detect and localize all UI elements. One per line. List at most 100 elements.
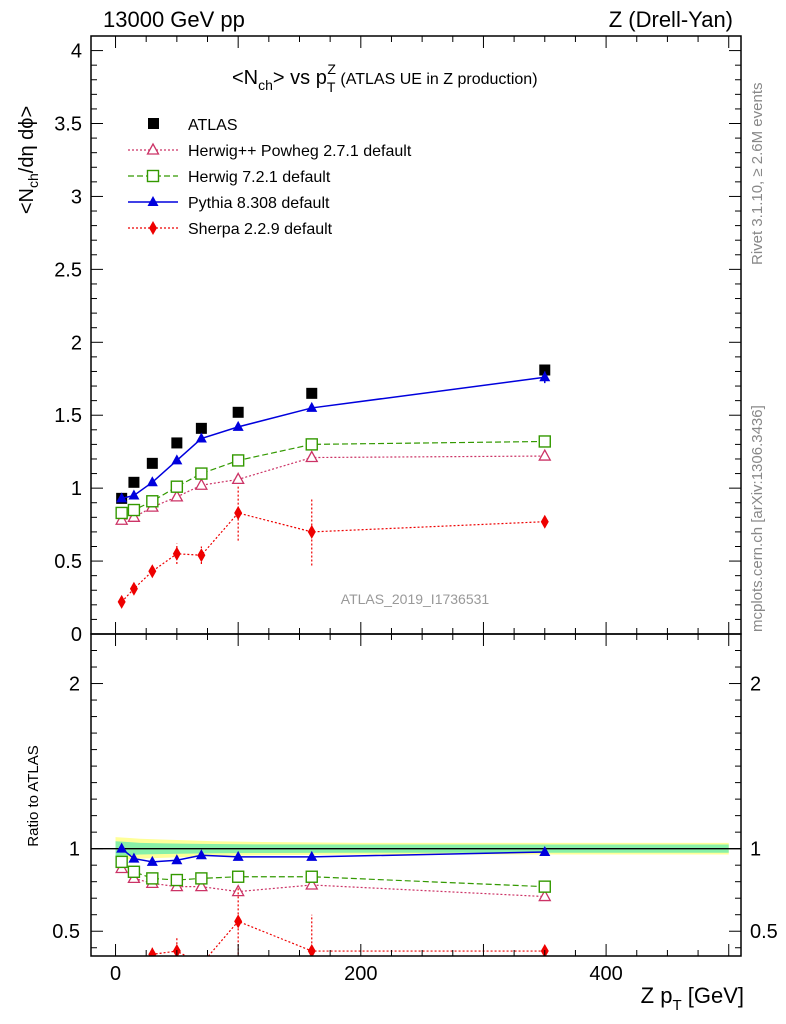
main-y-tick-label: 2.5 — [54, 259, 82, 281]
data-point — [128, 476, 140, 488]
data-point — [197, 548, 206, 563]
legend-label-sherpa: Sherpa 2.2.9 default — [188, 221, 333, 238]
data-point — [170, 480, 184, 493]
rivet-label: Rivet 3.1.10, ≥ 2.6M events — [749, 83, 766, 266]
legend-label-atlas: ATLAS — [188, 117, 238, 134]
main-y-tick-label: 2 — [71, 332, 82, 354]
data-point — [538, 448, 552, 461]
main-y-tick-label: 0 — [71, 624, 82, 646]
data-point — [171, 454, 183, 465]
data-point — [146, 495, 159, 508]
data-point — [117, 594, 126, 609]
data-point — [115, 512, 129, 525]
ylabel-a: <N — [16, 188, 38, 214]
data-point — [307, 524, 316, 539]
data-point — [128, 489, 140, 500]
ylabel-sub: ch — [25, 173, 41, 188]
ratio-point — [306, 850, 318, 861]
data-point — [195, 432, 207, 443]
legend: ATLAS Herwig++ Powheg 2.7.1 default Herw… — [128, 117, 412, 238]
data-point — [127, 503, 141, 517]
ratio-line-1 — [121, 861, 545, 888]
ratio-point — [538, 889, 552, 902]
ratio-point — [539, 845, 551, 856]
data-point — [195, 422, 207, 434]
ratio-series-group — [115, 842, 552, 971]
xlabel-a: Z p — [641, 983, 673, 1008]
ratio-y-tick-label: 2 — [69, 674, 80, 696]
x-tick-label: 0 — [110, 963, 121, 985]
data-point — [306, 387, 318, 399]
series-line-3 — [121, 376, 545, 500]
xlabel-b: [GeV] — [682, 983, 744, 1008]
data-point — [195, 467, 208, 480]
main-y-tick-label: 0.5 — [54, 551, 82, 573]
ratio-point — [232, 850, 244, 861]
ratio-point — [305, 870, 318, 883]
legend-label-pythia: Pythia 8.308 default — [188, 195, 330, 212]
ratio-y-ticks: 0.5 0.5 1 1 2 2 — [52, 650, 778, 949]
data-point — [306, 401, 318, 412]
x-axis-label: Z pT [GeV] — [641, 983, 744, 1014]
ratio-point — [307, 944, 316, 956]
ratio-point — [146, 872, 159, 885]
data-point — [305, 450, 319, 463]
legend-label-herwigpp: Herwig++ Powheg 2.7.1 default — [188, 143, 412, 160]
data-point — [232, 420, 244, 431]
ratio-point — [115, 855, 128, 869]
data-point — [231, 454, 245, 467]
ratio-point — [197, 957, 205, 971]
ylabel-b: /dη dϕ> — [16, 106, 38, 173]
series-line-4 — [121, 512, 545, 603]
x-tick-label: 200 — [344, 963, 377, 985]
data-point — [305, 438, 318, 451]
ratio-point — [148, 947, 157, 956]
data-point — [148, 564, 157, 579]
ratio-y-tick-label: 0.5 — [52, 921, 80, 943]
ratio-panel: 0.5 0.5 1 1 2 2 0 200 400 Ratio to ATLAS Z pT [… — [25, 633, 778, 1014]
ratio-point — [234, 914, 243, 929]
ratio-point — [171, 854, 183, 865]
title-sub1: ch — [258, 77, 273, 93]
data-point — [231, 472, 245, 485]
title-sup: Z — [327, 61, 336, 77]
x-axis-ticks: 0 200 400 — [110, 634, 730, 985]
data-point — [232, 406, 244, 418]
ratio-line-0 — [121, 868, 545, 898]
ratio-uncertainty-band — [91, 837, 741, 861]
ratio-point — [538, 880, 551, 893]
data-point — [116, 492, 128, 503]
legend-marker-herwig7 — [146, 169, 160, 183]
ratio-point — [194, 879, 208, 892]
header-right: Z (Drell-Yan) — [609, 7, 733, 32]
data-point — [539, 371, 551, 382]
ratio-data-marks — [115, 842, 552, 971]
ratio-line-3 — [147, 920, 545, 956]
data-point — [194, 477, 208, 490]
title-mid: > vs p — [273, 67, 327, 89]
ratio-y-axis-label: Ratio to ATLAS — [25, 745, 42, 846]
main-data-marks — [115, 364, 552, 609]
data-point — [170, 489, 184, 502]
data-point — [538, 435, 551, 448]
main-y-tick-label: 3.5 — [54, 114, 82, 136]
main-y-tick-label: 4 — [71, 41, 82, 63]
legend-marker-atlas — [148, 118, 159, 129]
ratio-y-tick-label: 1 — [69, 839, 80, 861]
data-point — [146, 476, 158, 487]
ratio-point — [127, 865, 141, 878]
data-point — [172, 546, 181, 561]
data-point — [539, 364, 551, 376]
data-point — [127, 509, 141, 522]
ratio-y-tick-label-right: 0.5 — [750, 921, 778, 943]
title-main: <N — [232, 67, 258, 89]
chart-title: <Nch> vs pTZ (ATLAS UE in Z production) — [232, 61, 538, 95]
main-y-tick-label: 1.5 — [54, 405, 82, 427]
series-line-1 — [121, 455, 545, 521]
legend-marker-herwigpp — [146, 142, 160, 155]
ratio-point — [116, 842, 128, 853]
ratio-plot-frame — [90, 633, 742, 957]
series-line-2 — [121, 440, 545, 514]
ratio-point — [195, 849, 207, 860]
